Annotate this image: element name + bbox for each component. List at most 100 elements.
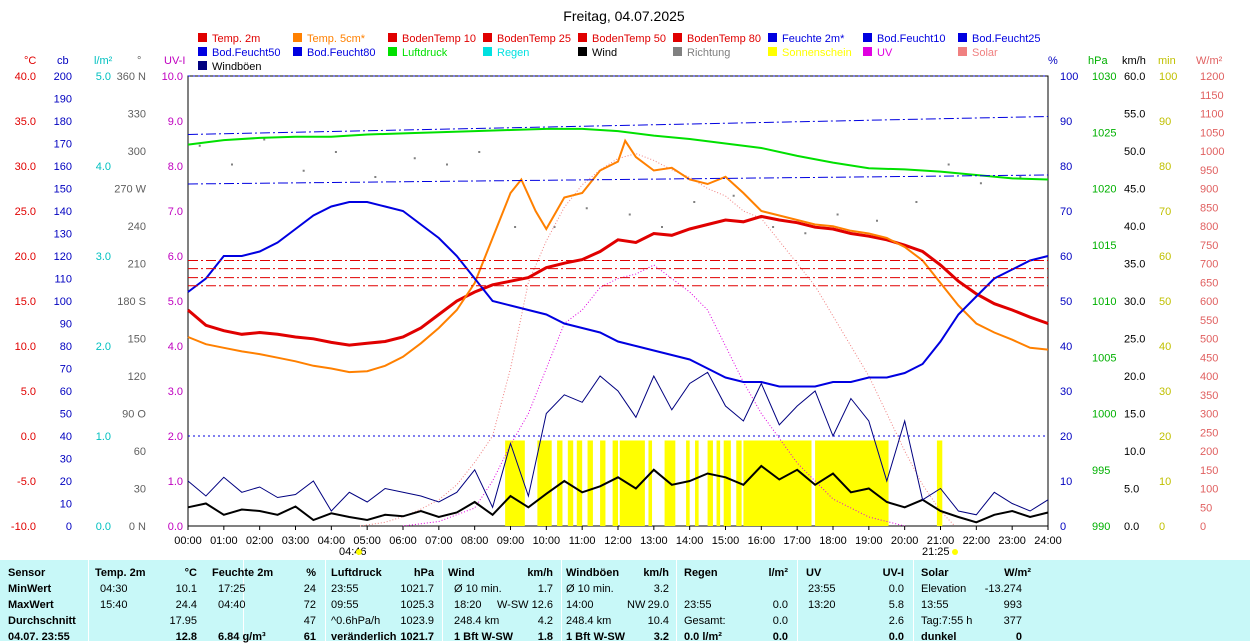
solar-curve [359,153,956,527]
axis-tick-label: 30.0 [1124,296,1145,308]
series-luftdruck [187,127,1049,181]
axis-tick-label: 200 [1200,446,1218,458]
axis-unit-temp: °C [24,55,36,67]
table-cell-label: 13:55 [921,599,949,611]
table-cell-value: 0.0 [888,631,904,643]
table-header: Wind [448,567,475,579]
table-header: % [306,567,316,579]
axis-tick-label: 80 [1159,161,1171,173]
table-cell-label: 14:00 [566,599,594,611]
axis-tick-label: 50 [1159,296,1171,308]
direction-point [231,163,233,166]
plot-series [187,75,1049,527]
axis-tick-label: 200 [54,71,72,83]
time-tick-label: 02:00 [246,535,274,547]
axis-tick-label: 10.0 [1124,446,1145,458]
axis-tick-label: 90 O [122,409,146,421]
axis-tick-label: 80 [60,341,72,353]
table-cell-value: 1.8 [537,631,553,643]
sunshine-bar [505,440,525,526]
axis-tick-label: 50.0 [1124,146,1145,158]
axis-tick-label: 80 [1060,161,1072,173]
time-tick-label: 12:00 [604,535,632,547]
axis-tick-label: 5.0 [96,71,111,83]
axis-tick-label: 190 [54,94,72,106]
legend-swatch [578,47,587,56]
table-cell-value: 377 [1003,615,1022,627]
table-header: hPa [413,567,434,579]
table-separator [913,560,914,641]
table-cell-value: 72 [303,599,316,611]
table-cell-label: Elevation [921,583,967,595]
table-header: Regen [684,567,718,579]
row-label: MaxWert [8,599,54,611]
table-cell-value: 3.2 [653,583,669,595]
direction-point [915,201,918,203]
axis-tick-label: 110 [54,274,72,286]
time-tick-label: 09:00 [497,535,525,547]
axis-tick-label: 950 [1200,165,1218,177]
sunshine-bar [612,440,618,526]
legend-label: UV [877,47,893,59]
axis-tick-label: 30 [1060,386,1072,398]
axes: °C 40.0 35.0 30.0 25.0 20.0 15.0 10.0 5.0 0.0 -5.0… [11,55,1225,533]
axis-tick-label: 750 [1200,240,1218,252]
axis-tick-label: 600 [1200,296,1218,308]
sunrise-marker [356,549,362,555]
time-tick-label: 14:00 [676,535,704,547]
legend-swatch [863,33,872,42]
legend-label: BodenTemp 10 [402,33,476,45]
axis-tick-label: 1100 [1200,109,1224,121]
axis-tick-label: 70 [1060,206,1072,218]
series-temp-2m [187,214,1049,347]
axis-tick-label: 100 [1200,484,1218,496]
axis-tick-label: 1005 [1092,352,1116,364]
table-cell-label: ^0.6hPa/h [331,615,381,627]
axis-tick-label: 240 [128,221,146,233]
axis-tick-label: 40.0 [15,71,36,83]
table-cell-value: 12.6 [531,599,553,611]
axis-tick-label: 850 [1200,202,1218,214]
table-cell-value: 993 [1003,599,1022,611]
table-cell-value: 0.0 [772,599,788,611]
direction-point [302,169,305,172]
axis-tick-label: 5.0 [168,296,183,308]
axis-tick-label: 120 [54,251,72,263]
axis-tick-label: 120 [128,371,146,383]
axis-tick-label: 50 [60,409,72,421]
chart-title: Freitag, 04.07.2025 [563,8,685,24]
direction-point [514,226,517,228]
direction-point [772,226,775,228]
sunset-label: 21:25 [922,546,950,558]
axis-tick-label: -5.0 [17,476,36,488]
table-separator [88,560,89,641]
sunshine-bar [707,440,713,526]
axis-tick-label: 60.0 [1124,71,1145,83]
table-cell-label: NW [627,599,646,611]
axis-tick-label: 700 [1200,259,1218,271]
axis-tick-label: 800 [1200,221,1218,233]
legend-label: Temp. 2m [212,33,260,45]
legend-label: Windböen [212,61,262,73]
axis-tick-label: -10.0 [11,521,36,533]
axis-tick-label: 60 [1159,251,1171,263]
legend-swatch [483,33,492,42]
sunshine-bar [695,440,699,526]
legend-swatch [578,33,587,42]
table-cell-label: Gesamt: [684,615,726,627]
direction-point [732,194,735,197]
direction-point [693,201,696,203]
axis-tick-label: 30 [1159,386,1171,398]
axis-unit-wind: km/h [1122,55,1146,67]
direction-point [413,157,416,160]
table-cell-value: 5.8 [888,599,904,611]
sunshine-bar [686,440,690,526]
axis-unit-dir: ° [137,55,141,67]
axis-tick-label: 30 [60,454,72,466]
series-feuchte-2m- [187,201,1049,388]
axis-tick-label: 30.0 [15,161,36,173]
time-tick-label: 01:00 [210,535,238,547]
axis-tick-label: 1150 [1200,90,1224,102]
weather-chart: Freitag, 04.07.2025 Temp. 2m Temp. 5cm* Bo… [11,8,1225,558]
axis-tick-label: 25.0 [15,206,36,218]
